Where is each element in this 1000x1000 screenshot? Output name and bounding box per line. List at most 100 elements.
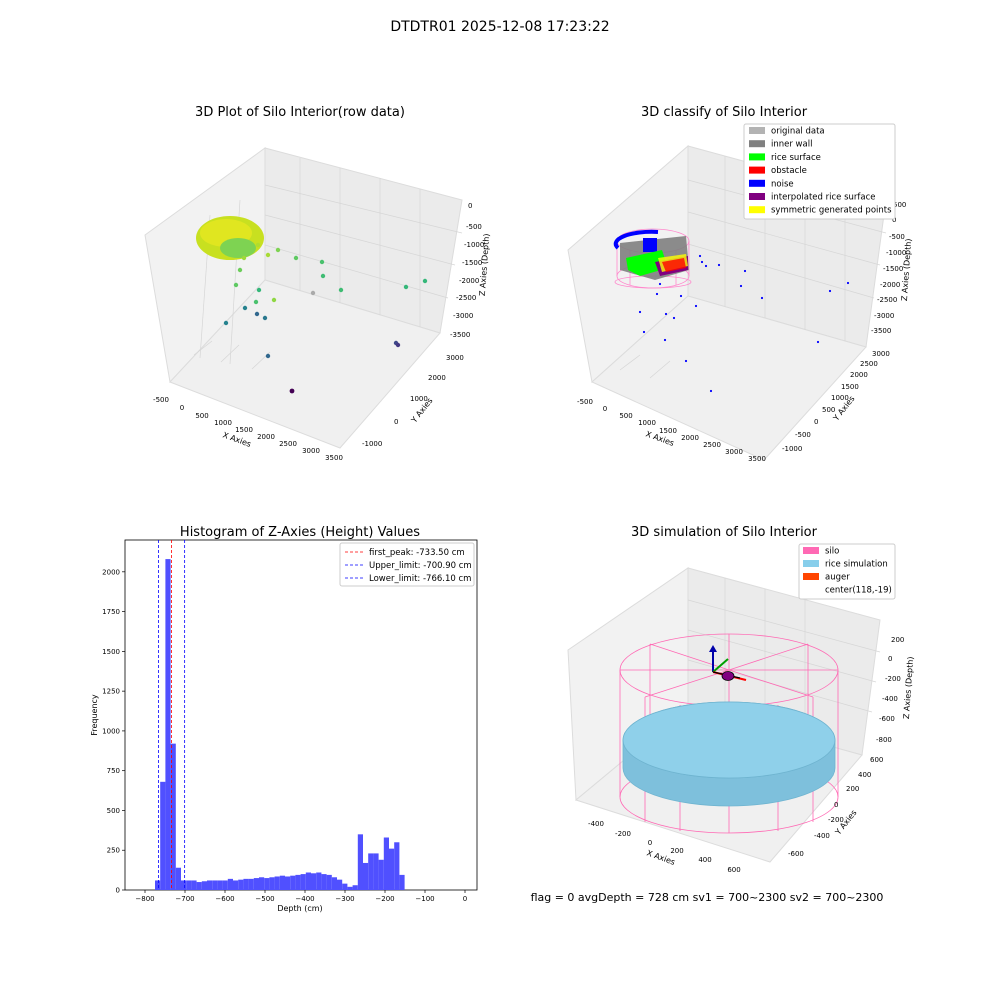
hist-bar xyxy=(175,867,181,890)
classify-noise-block xyxy=(643,238,657,252)
sim-auger-head xyxy=(721,671,735,681)
hist-reference-lines xyxy=(158,540,186,890)
raw-ztick: -3500 xyxy=(450,331,470,339)
hist-bar xyxy=(160,781,166,890)
hist-bar xyxy=(248,878,254,890)
classify-ztick: 500 xyxy=(893,201,906,209)
sim-auger-y-arrow xyxy=(712,658,729,673)
sim-legend-label: auger xyxy=(825,573,850,583)
classify-legend-label: obstacle xyxy=(771,166,807,176)
hist-bar xyxy=(243,878,249,890)
sim-rice-top xyxy=(622,701,836,779)
raw-xtick: -500 xyxy=(153,396,169,404)
sim-auger xyxy=(709,645,747,681)
classify-ytick: 0 xyxy=(814,418,818,426)
sim-ytick: 400 xyxy=(858,771,871,779)
classify-xtick: 500 xyxy=(619,412,632,420)
hist-bar xyxy=(331,877,337,890)
hist-bar xyxy=(378,859,384,890)
hist-legend-box xyxy=(339,542,475,587)
hist-ylabel: Frequency xyxy=(90,694,99,736)
raw-ztick: -2000 xyxy=(459,277,479,285)
classify-legend-label: rice surface xyxy=(771,153,821,163)
hist-xtick-label: −800 xyxy=(135,895,154,903)
raw-ztick: 0 xyxy=(468,202,472,210)
hist-bar xyxy=(181,880,187,890)
hist-bar xyxy=(196,882,202,890)
classify-ytick: -500 xyxy=(795,431,811,439)
hist-xtick-label: −700 xyxy=(175,895,194,903)
hist-bar xyxy=(290,875,296,890)
hist-xtick-label: −100 xyxy=(415,895,434,903)
hist-ytick-label: 1250 xyxy=(102,688,120,696)
sim-zlabel: Z Axies (Depth) xyxy=(902,656,915,719)
classify-ztick: -1000 xyxy=(886,249,906,257)
classify-ztick: -3000 xyxy=(874,312,894,320)
raw-xtick: 0 xyxy=(180,404,184,412)
hist-ytick-label: 1000 xyxy=(102,727,120,735)
classify-ztick: -500 xyxy=(889,233,905,241)
sim-y-ticks: -600 -400 -200 0 200 400 600 xyxy=(788,756,883,858)
classify-ytick: 1000 xyxy=(831,394,849,402)
hist-bar xyxy=(347,886,353,890)
hist-bars xyxy=(155,559,405,890)
hist-bar xyxy=(207,880,213,890)
raw-ztick: -2500 xyxy=(456,294,476,302)
hist-x-ticks: −800 −700 −600 −500 −400 −300 −200 −100 0 xyxy=(135,890,467,903)
hist-bar xyxy=(279,875,285,890)
raw-ytick: 3000 xyxy=(446,354,464,362)
classify-legend-label: inner wall xyxy=(771,140,812,150)
classify-xtick: 3000 xyxy=(725,448,743,456)
raw-ytick: 1000 xyxy=(410,395,428,403)
classify-legend-swatch xyxy=(749,206,765,214)
classify-ztick: -2000 xyxy=(880,281,900,289)
hist-bar xyxy=(186,880,192,890)
sim-legend-label: silo xyxy=(825,547,839,557)
raw-x-ticks: -500 0 500 1000 1500 2000 2500 3000 3500 xyxy=(153,396,343,462)
raw-ztick: -500 xyxy=(466,223,482,231)
classify-legend-box xyxy=(743,123,896,220)
hist-ytick-label: 500 xyxy=(107,807,120,815)
classify-xtick: 3500 xyxy=(748,455,766,463)
classify-ytick: 500 xyxy=(822,406,835,414)
sim-x-ticks: -400 -200 0 200 400 600 xyxy=(588,820,741,874)
hist-bar xyxy=(295,874,301,890)
raw-ytick: 2000 xyxy=(428,374,446,382)
classify-ytick: 3000 xyxy=(872,350,890,358)
sim-xtick: 0 xyxy=(648,839,652,847)
hist-xtick-label: −300 xyxy=(335,895,354,903)
classify-legend-label: noise xyxy=(771,179,794,189)
panel-simulation-3d: 3D simulation of Silo Interior xyxy=(567,525,915,874)
hist-bar xyxy=(363,862,369,890)
classify-x-ticks: -500 0 500 1000 1500 2000 2500 3000 3500 xyxy=(577,398,766,463)
classify-xtick: 1500 xyxy=(659,427,677,435)
sim-ytick: -200 xyxy=(828,816,844,824)
hist-bar xyxy=(253,878,259,890)
classify-xtick: 1000 xyxy=(638,419,656,427)
footer-status: flag = 0 avgDepth = 728 cm sv1 = 700~230… xyxy=(531,891,884,904)
hist-y-ticks: 0 250 500 750 1000 1250 1500 1750 2000 xyxy=(102,568,125,895)
classify-legend: original data inner wall rice surface obsta… xyxy=(743,123,896,220)
raw-z-ticks: 0 -500 -1000 -1500 -2000 -2500 -3000 -35… xyxy=(450,202,484,339)
classify-ytick: 2000 xyxy=(850,371,868,379)
classify-obstacle xyxy=(662,258,686,272)
sim-ztick: -600 xyxy=(879,715,895,723)
sim-xtick: -400 xyxy=(588,820,604,828)
raw-xtick: 1000 xyxy=(214,419,232,427)
classify-pane-floor xyxy=(591,295,867,461)
sim-ytick: -600 xyxy=(788,850,804,858)
sim-z-ticks: 200 0 -200 -400 -600 -800 xyxy=(876,636,904,744)
sim-legend: silo rice simulation auger center(118,-19) xyxy=(798,543,896,600)
raw-xtick: 2000 xyxy=(257,433,275,441)
hist-bar xyxy=(357,834,363,890)
classify-legend-swatch xyxy=(749,140,765,148)
sim-ytick: 0 xyxy=(834,801,838,809)
hist-xtick-label: −200 xyxy=(375,895,394,903)
sim-legend-label: rice simulation xyxy=(825,560,888,570)
hist-xtick-label: −400 xyxy=(295,895,314,903)
hist-bar xyxy=(300,874,306,890)
hist-bar xyxy=(155,880,161,890)
hist-bar xyxy=(326,874,332,890)
hist-bar xyxy=(201,881,207,890)
hist-ytick-label: 750 xyxy=(107,767,120,775)
